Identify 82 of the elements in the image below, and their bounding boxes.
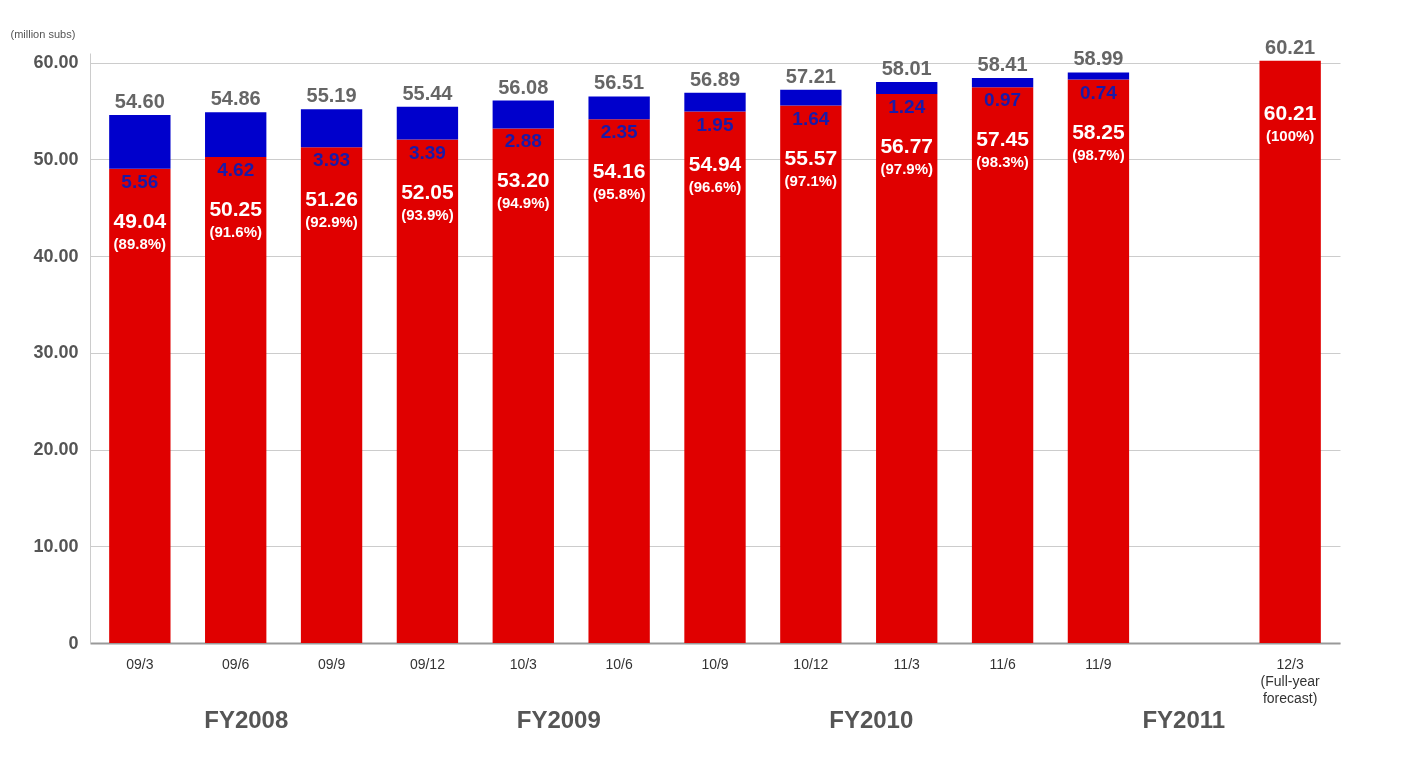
y-tick-label: 10.00 <box>33 535 79 556</box>
x-tick-label: 11/3 <box>893 655 921 672</box>
total-label: 58.41 <box>977 52 1028 75</box>
bar <box>1259 60 1321 643</box>
bar <box>876 93 938 643</box>
bar <box>684 111 746 643</box>
y-tick-label: 60.00 <box>33 52 79 73</box>
total-label: 57.21 <box>785 64 836 87</box>
total-label: 54.86 <box>210 87 261 110</box>
total-label: 58.99 <box>1073 47 1124 70</box>
x-tick-label: 09/6 <box>222 655 250 672</box>
bar <box>971 87 1034 643</box>
bar <box>971 77 1034 88</box>
text: 52.05 (93.9%) <box>401 179 454 223</box>
total-label: 55.44 <box>402 81 454 104</box>
text: 53.20 (94.9%) <box>497 168 550 212</box>
bar <box>876 81 938 94</box>
y-axis-title: (million subs) <box>10 27 76 40</box>
total-label: 60.21 <box>1265 35 1316 58</box>
total-label: 56.51 <box>594 71 645 94</box>
total-label: 55.19 <box>306 84 357 107</box>
total-label: 56.89 <box>689 67 741 90</box>
text: 54.94 (96.6%) <box>688 151 742 195</box>
total-label: 56.08 <box>498 75 549 98</box>
y-tick-label: 30.00 <box>33 342 79 363</box>
text: 54.16 (95.8%) <box>592 159 646 203</box>
text: 58.25 (98.7%) <box>1072 119 1125 163</box>
y-tick-label: 0 <box>68 632 79 653</box>
x-tick-label: 10/3 <box>509 655 538 672</box>
data-label: 5.56 <box>121 170 159 192</box>
x-tick-label: 09/12 <box>409 655 446 672</box>
bar <box>300 147 363 643</box>
bar <box>205 156 267 643</box>
data-label: 1.95 <box>696 113 734 135</box>
total-label: 54.60 <box>114 89 165 112</box>
data-label: 0.74 <box>1079 81 1118 103</box>
x-tick-label: 09/3 <box>126 655 154 672</box>
bar <box>396 106 459 140</box>
text: FY2011 <box>1142 706 1226 733</box>
y-tick-label: 50.00 <box>33 148 79 169</box>
bar <box>205 112 267 157</box>
bar <box>684 92 746 112</box>
text: 49.04 (89.8%) <box>113 208 167 252</box>
x-tick-label: 10/6 <box>605 655 633 672</box>
text: 57.45 (98.3%) <box>976 127 1029 171</box>
bar <box>492 128 554 643</box>
bar <box>396 139 459 643</box>
text: FY2009 <box>516 706 601 733</box>
y-tick-label: 20.00 <box>33 439 79 460</box>
data-label: 2.88 <box>504 130 542 152</box>
bar <box>588 119 650 643</box>
data-label: 3.93 <box>313 149 351 171</box>
total-label: 58.01 <box>881 56 932 79</box>
text: FY2008 <box>204 706 289 733</box>
text: 50.25 (91.6%) <box>209 196 262 240</box>
y-tick-label: 40.00 <box>33 245 79 266</box>
x-tick-label: 12/3 (Full-year forecast) <box>1260 655 1321 706</box>
data-label: 1.24 <box>888 95 926 117</box>
x-tick-label: 10/12 <box>793 655 829 672</box>
text: FY2010 <box>829 706 914 733</box>
bar <box>588 96 650 120</box>
bar <box>1067 79 1130 643</box>
data-label: 1.64 <box>792 107 830 129</box>
text: 51.26 (92.9%) <box>305 187 358 231</box>
text: 60.21 (100%) <box>1263 100 1317 144</box>
text: 55.57 (97.1%) <box>784 145 838 189</box>
data-label: 4.62 <box>217 158 255 180</box>
text: 56.77 (97.9%) <box>880 133 933 177</box>
data-label: 2.35 <box>600 121 639 143</box>
data-label: 0.97 <box>984 89 1022 111</box>
x-tick-label: 11/6 <box>989 655 1016 672</box>
bar <box>109 114 171 169</box>
bar <box>780 105 842 643</box>
bar <box>492 100 554 129</box>
bar <box>780 89 842 106</box>
x-tick-label: 09/9 <box>317 655 346 672</box>
bar <box>1067 72 1130 80</box>
bar <box>109 168 171 643</box>
x-tick-label: 11/9 <box>1085 655 1112 672</box>
data-label: 3.39 <box>408 141 446 163</box>
bar <box>300 109 363 148</box>
x-tick-label: 10/9 <box>701 655 729 672</box>
